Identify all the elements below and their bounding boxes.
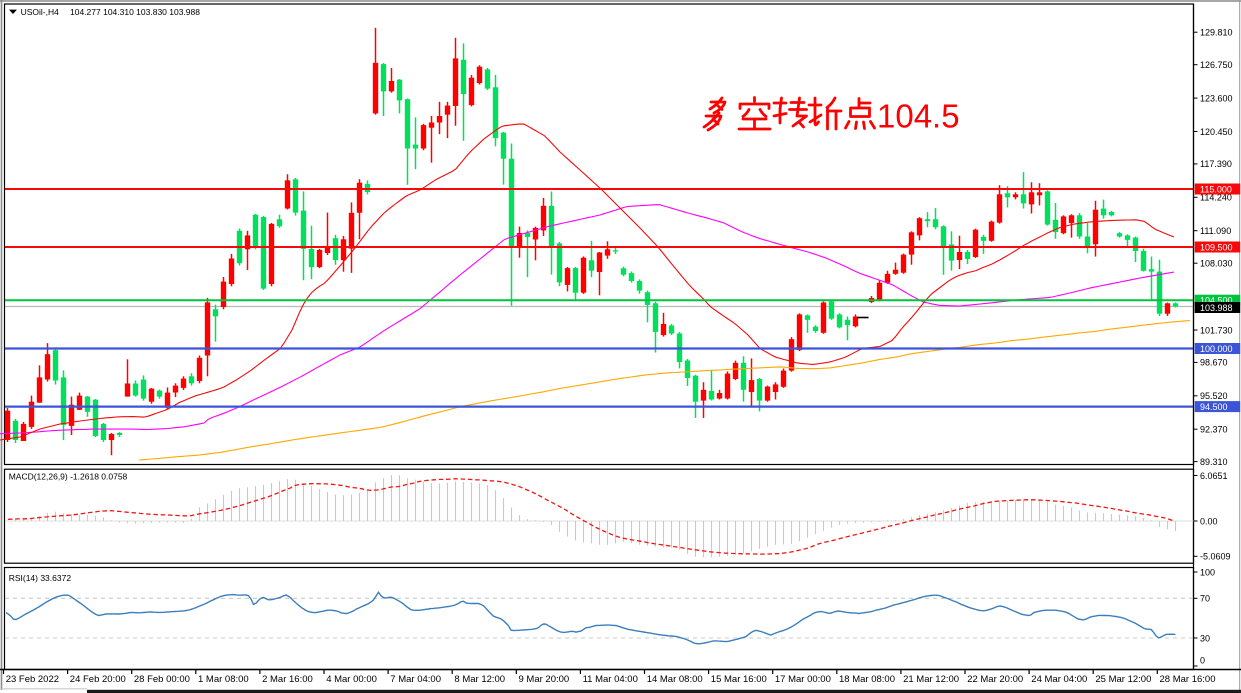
svg-text:15 Mar 16:00: 15 Mar 16:00 <box>711 674 767 685</box>
svg-text:2 Mar 16:00: 2 Mar 16:00 <box>262 674 313 685</box>
svg-text:92.370: 92.370 <box>1200 425 1228 435</box>
svg-text:108.030: 108.030 <box>1200 259 1233 269</box>
svg-text:95.520: 95.520 <box>1200 391 1228 401</box>
svg-text:114.240: 114.240 <box>1200 193 1232 203</box>
svg-text:25 Mar 12:00: 25 Mar 12:00 <box>1095 674 1151 685</box>
svg-text:6.0651: 6.0651 <box>1200 471 1228 481</box>
svg-text:11 Mar 04:00: 11 Mar 04:00 <box>583 674 638 685</box>
svg-text:123.600: 123.600 <box>1200 93 1233 103</box>
svg-text:28 Mar 16:00: 28 Mar 16:00 <box>1160 674 1216 685</box>
svg-text:23 Feb 2022: 23 Feb 2022 <box>6 674 59 685</box>
svg-text:94.500: 94.500 <box>1200 402 1228 412</box>
svg-text:100: 100 <box>1200 567 1215 577</box>
svg-text:109.500: 109.500 <box>1200 242 1233 252</box>
svg-text:18 Mar 08:00: 18 Mar 08:00 <box>839 674 895 685</box>
svg-text:9 Mar 20:00: 9 Mar 20:00 <box>519 674 570 685</box>
svg-text:8 Mar 12:00: 8 Mar 12:00 <box>454 674 505 685</box>
svg-text:22 Mar 20:00: 22 Mar 20:00 <box>967 674 1023 685</box>
svg-text:RSI(14) 33.6372: RSI(14) 33.6372 <box>9 573 72 583</box>
svg-text:111.090: 111.090 <box>1200 226 1231 236</box>
svg-text:117.390: 117.390 <box>1200 159 1232 169</box>
svg-text:USOil-,H4: USOil-,H4 <box>21 7 60 17</box>
svg-text:MACD(12,26,9) -1.2618 0.0758: MACD(12,26,9) -1.2618 0.0758 <box>9 472 128 482</box>
svg-text:17 Mar 00:00: 17 Mar 00:00 <box>775 674 831 685</box>
svg-text:129.810: 129.810 <box>1200 28 1233 38</box>
svg-text:7 Mar 04:00: 7 Mar 04:00 <box>390 674 441 685</box>
svg-text:101.730: 101.730 <box>1200 325 1233 335</box>
svg-text:28 Feb 00:00: 28 Feb 00:00 <box>134 674 190 685</box>
svg-text:24 Feb 20:00: 24 Feb 20:00 <box>70 674 126 685</box>
svg-text:126.750: 126.750 <box>1200 60 1233 70</box>
svg-text:4 Mar 00:00: 4 Mar 00:00 <box>326 674 377 685</box>
svg-text:0.00: 0.00 <box>1200 516 1218 526</box>
svg-text:14 Mar 08:00: 14 Mar 08:00 <box>647 674 703 685</box>
svg-text:104.277 104.310 103.830 103.98: 104.277 104.310 103.830 103.988 <box>70 7 200 17</box>
svg-text:103.988: 103.988 <box>1200 303 1233 313</box>
svg-text:1 Mar 08:00: 1 Mar 08:00 <box>198 674 249 685</box>
svg-text:30: 30 <box>1200 633 1210 643</box>
svg-text:115.000: 115.000 <box>1200 184 1232 194</box>
svg-text:104.500: 104.500 <box>1200 296 1233 306</box>
svg-text:21 Mar 12:00: 21 Mar 12:00 <box>903 674 959 685</box>
svg-text:104.5: 104.5 <box>877 98 960 135</box>
svg-text:24 Mar 04:00: 24 Mar 04:00 <box>1031 674 1087 685</box>
svg-text:98.670: 98.670 <box>1200 358 1228 368</box>
svg-text:70: 70 <box>1200 594 1210 604</box>
svg-text:120.450: 120.450 <box>1200 127 1233 137</box>
svg-text:0: 0 <box>1200 655 1205 665</box>
svg-text:89.310: 89.310 <box>1200 457 1228 467</box>
svg-text:-5.0609: -5.0609 <box>1200 552 1231 562</box>
svg-text:100.000: 100.000 <box>1200 344 1233 354</box>
